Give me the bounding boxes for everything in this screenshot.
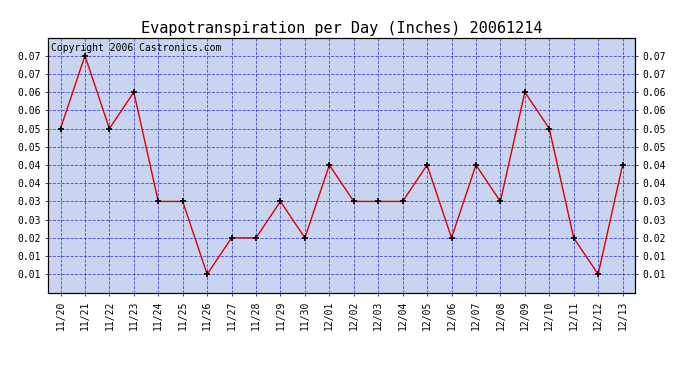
- Title: Evapotranspiration per Day (Inches) 20061214: Evapotranspiration per Day (Inches) 2006…: [141, 21, 542, 36]
- Text: Copyright 2006 Castronics.com: Copyright 2006 Castronics.com: [51, 43, 221, 52]
